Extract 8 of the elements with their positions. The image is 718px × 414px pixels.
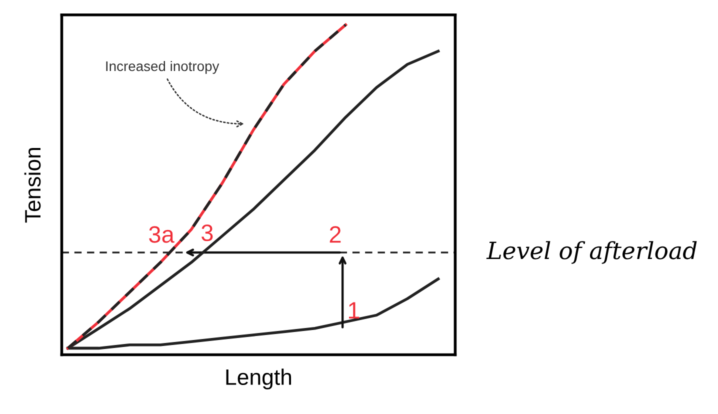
- annotation: Increased inotropy: [106, 60, 220, 74]
- ref-line-label: Level of afterload: [486, 241, 697, 264]
- annotation: 2: [330, 226, 341, 243]
- y-axis-title: Tension: [24, 148, 41, 223]
- x-axis-title: Length: [226, 368, 292, 390]
- annotation: 3: [202, 224, 213, 242]
- annotation: 3a: [149, 226, 174, 243]
- annotation: 1: [349, 302, 360, 318]
